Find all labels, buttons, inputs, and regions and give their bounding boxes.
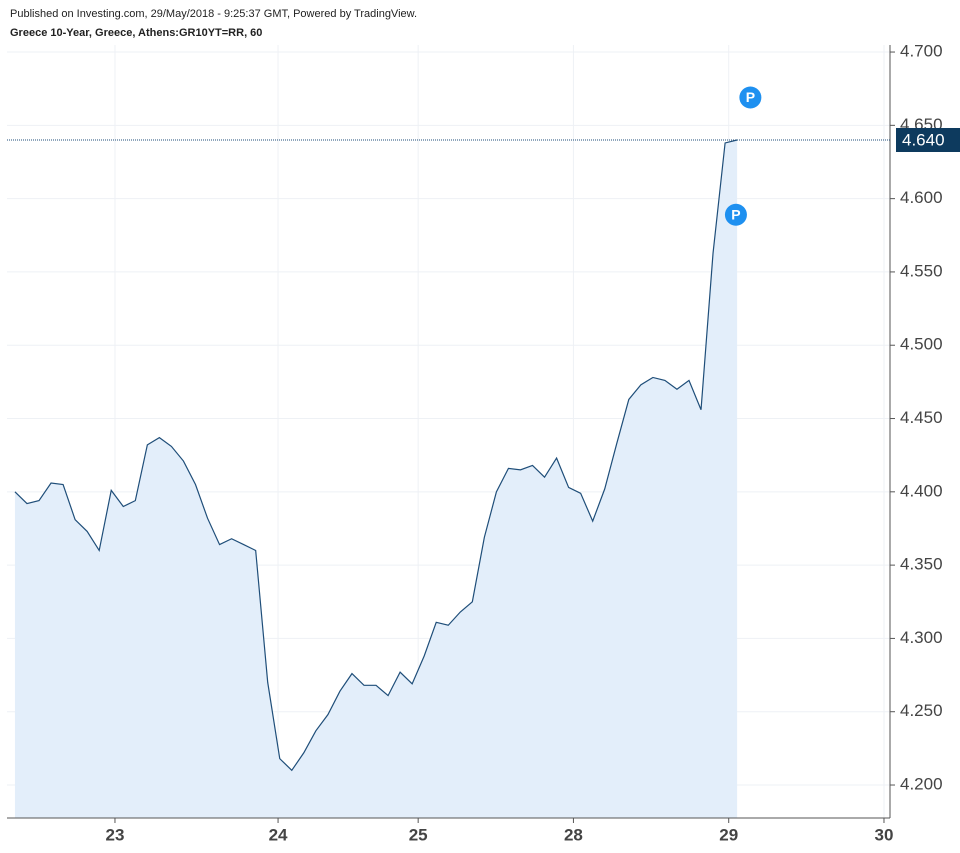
x-tick-label: 24 (269, 825, 288, 844)
y-tick-label: 4.450 (900, 408, 943, 427)
y-tick-label: 4.400 (900, 481, 943, 500)
annotation-marker (724, 203, 747, 226)
x-tick-label: 30 (875, 825, 894, 844)
annotation-marker (739, 86, 762, 109)
y-tick-label: 4.350 (900, 555, 943, 574)
x-tick-label: 25 (409, 825, 428, 844)
price-box (896, 127, 960, 152)
y-tick-label: 4.600 (900, 188, 943, 207)
price-label: 4.640 (902, 130, 945, 149)
y-tick-label: 4.200 (900, 775, 943, 794)
line (14, 139, 738, 772)
x-tick-label: 28 (564, 825, 583, 844)
y-tick-label: 4.300 (900, 628, 943, 647)
area-fill (14, 139, 738, 818)
annotation-label: P (731, 206, 740, 222)
y-tick-label: 4.700 (900, 42, 943, 61)
x-tick-label: 23 (106, 825, 125, 844)
y-tick-label: 4.500 (900, 335, 943, 354)
y-tick-label: 4.550 (900, 261, 943, 280)
x-tick-label: 29 (719, 825, 738, 844)
annotation-label: P (746, 89, 755, 105)
chart-title: Greece 10-Year, Greece, Athens:GR10YT=RR… (10, 27, 262, 39)
y-tick-label: 4.250 (900, 701, 943, 720)
published-note: Published on Investing.com, 29/May/2018 … (10, 8, 417, 20)
